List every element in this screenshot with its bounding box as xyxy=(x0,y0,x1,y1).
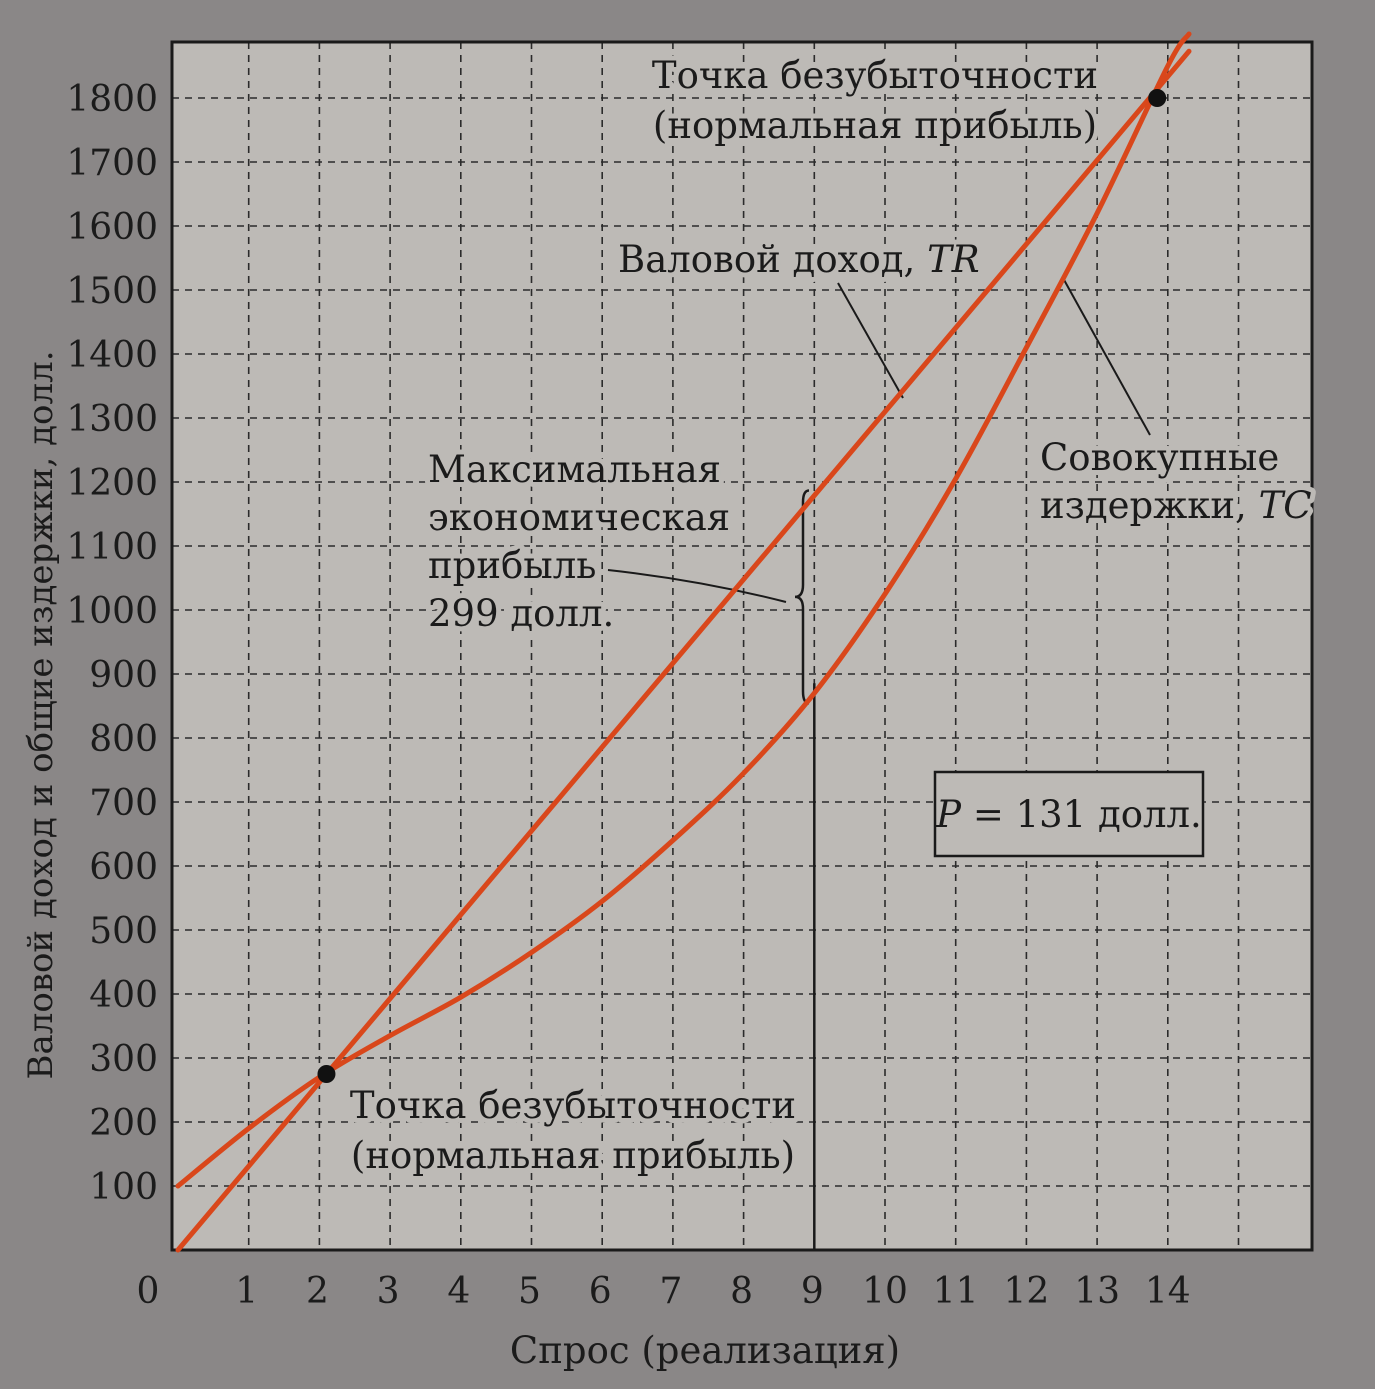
tc-label-leader xyxy=(1062,277,1151,436)
y-tick-label: 1700 xyxy=(66,143,158,184)
y-tick-label: 200 xyxy=(89,1103,158,1144)
point-break-even-bottom xyxy=(317,1065,336,1083)
max-profit-label: 299 долл. xyxy=(428,592,614,635)
x-tick-label: 13 xyxy=(1074,1271,1120,1312)
tc-series-label-text: издержки, xyxy=(1040,484,1259,527)
y-axis-title: Валовой доход и общие издержки, долл. xyxy=(21,350,61,1079)
labels: Точка безубыточности (нормальная прибыль)… xyxy=(345,49,1317,1182)
x-tick-label: 7 xyxy=(659,1271,682,1312)
series-line-tc xyxy=(175,31,1192,1189)
point-break-even-top xyxy=(1148,89,1167,107)
y-tick-label: 1500 xyxy=(66,271,158,312)
x-tick-label: 12 xyxy=(1003,1271,1049,1312)
break-even-top-label: (нормальная прибыль) xyxy=(653,104,1097,147)
max-profit-label: прибыль xyxy=(428,544,596,587)
x-tick-label: 14 xyxy=(1145,1271,1191,1312)
y-tick-label: 1100 xyxy=(66,527,158,568)
x-tick-label: 0 xyxy=(137,1271,160,1312)
y-tick-label: 700 xyxy=(89,783,158,824)
y-tick-label: 300 xyxy=(89,1039,158,1080)
y-tick-label: 1800 xyxy=(66,79,158,120)
tr-series-label-italic: TR xyxy=(927,238,980,281)
tr-series-label-text: Валовой доход, xyxy=(618,238,927,281)
x-axis-title: Спрос (реализация) xyxy=(510,1329,900,1372)
max-profit-label: экономическая xyxy=(428,496,730,539)
break-even-top-label: Точка безубыточности xyxy=(652,54,1098,97)
break-even-bottom-label: (нормальная прибыль) xyxy=(351,1134,795,1177)
price-box xyxy=(933,770,1205,858)
y-tick-label: 1300 xyxy=(66,399,158,440)
price-box-label: P = 131 долл. xyxy=(935,793,1202,836)
series-line-tr xyxy=(175,48,1192,1253)
max-profit-label: Максимальная xyxy=(428,448,721,491)
tr-series-label: Валовой доход, TR xyxy=(618,238,980,281)
y-tick-label: 1200 xyxy=(66,463,158,504)
x-tick-label: 8 xyxy=(730,1271,753,1312)
max-profit-brace xyxy=(794,489,810,705)
price-box-value: = 131 долл. xyxy=(961,793,1202,836)
points xyxy=(317,89,1167,1083)
y-tick-label: 900 xyxy=(89,655,158,696)
tc-series-label-line2: издержки, TC xyxy=(1040,484,1312,527)
price-box-symbol: P xyxy=(935,793,962,836)
x-tick-label: 6 xyxy=(589,1271,612,1312)
x-tick-label: 10 xyxy=(862,1271,908,1312)
x-tick-label: 4 xyxy=(447,1271,470,1312)
plot-frame xyxy=(170,40,1314,1252)
x-tick-label: 3 xyxy=(377,1271,400,1312)
max-profit-leader xyxy=(607,569,787,603)
x-tick-label: 9 xyxy=(801,1271,824,1312)
tr-label-leader xyxy=(837,282,904,399)
x-tick-label: 11 xyxy=(933,1271,979,1312)
series-lines xyxy=(175,31,1192,1253)
y-tick-label: 1000 xyxy=(66,591,158,632)
y-tick-label: 600 xyxy=(89,847,158,888)
tc-series-label-italic: TC xyxy=(1259,484,1312,527)
x-tick-label: 5 xyxy=(518,1271,541,1312)
y-tick-label: 800 xyxy=(89,719,158,760)
tick-labels: 1002003004005006007008009001000110012001… xyxy=(21,79,1191,1372)
y-tick-label: 100 xyxy=(89,1167,158,1208)
x-tick-label: 1 xyxy=(235,1271,258,1312)
y-tick-label: 1400 xyxy=(66,335,158,376)
axes xyxy=(170,40,1314,1252)
y-tick-label: 500 xyxy=(89,911,158,952)
tc-series-label-line1: Совокупные xyxy=(1040,436,1279,479)
x-tick-label: 2 xyxy=(306,1271,329,1312)
y-tick-label: 400 xyxy=(89,975,158,1016)
y-tick-label: 1600 xyxy=(66,207,158,248)
plot-area xyxy=(172,42,1312,1250)
annotations xyxy=(607,277,1151,1250)
break-even-bottom-label: Точка безубыточности xyxy=(350,1084,796,1127)
